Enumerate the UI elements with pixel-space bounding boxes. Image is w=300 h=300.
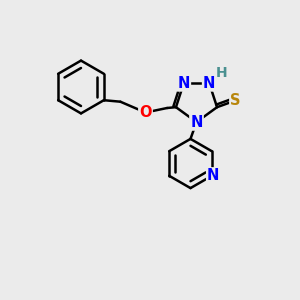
Text: H: H <box>216 65 228 80</box>
Text: N: N <box>178 76 190 91</box>
Text: N: N <box>203 76 215 91</box>
Text: S: S <box>230 93 241 108</box>
Text: N: N <box>207 168 220 183</box>
Text: O: O <box>139 105 152 120</box>
Text: N: N <box>190 115 203 130</box>
